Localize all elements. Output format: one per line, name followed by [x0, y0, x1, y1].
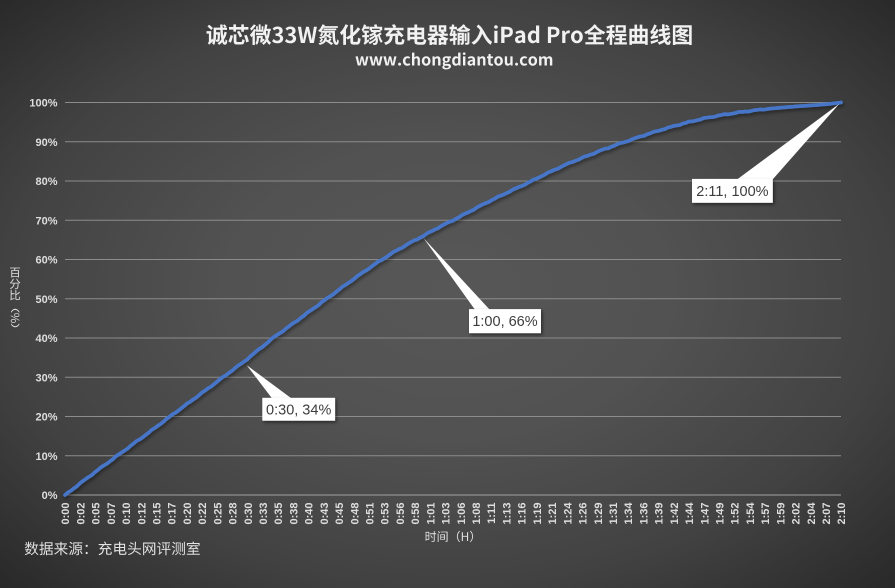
- svg-text:0:22: 0:22: [197, 503, 209, 525]
- svg-text:1:34: 1:34: [623, 502, 635, 525]
- svg-text:1:21: 1:21: [547, 503, 559, 525]
- svg-text:0:15: 0:15: [151, 503, 163, 525]
- svg-text:40%: 40%: [35, 333, 57, 345]
- svg-text:0:33: 0:33: [258, 503, 270, 525]
- svg-text:0:25: 0:25: [212, 503, 224, 525]
- svg-text:0:45: 0:45: [334, 503, 346, 525]
- svg-text:50%: 50%: [35, 294, 57, 306]
- svg-text:2:11, 100%: 2:11, 100%: [696, 184, 768, 200]
- svg-text:1:54: 1:54: [745, 502, 757, 525]
- svg-text:0:07: 0:07: [106, 503, 118, 525]
- svg-text:0:51: 0:51: [365, 503, 377, 525]
- svg-text:0:30, 34%: 0:30, 34%: [266, 402, 331, 418]
- svg-text:1:06: 1:06: [456, 503, 468, 525]
- svg-text:1:39: 1:39: [654, 503, 666, 525]
- svg-text:1:44: 1:44: [684, 502, 696, 525]
- svg-text:1:47: 1:47: [699, 503, 711, 525]
- svg-text:0:20: 0:20: [182, 503, 194, 525]
- svg-text:0:58: 0:58: [410, 503, 422, 525]
- svg-text:2:10: 2:10: [836, 503, 848, 525]
- svg-text:0:53: 0:53: [380, 503, 392, 525]
- svg-text:0%: 0%: [42, 490, 58, 502]
- svg-text:0:35: 0:35: [273, 503, 285, 525]
- svg-text:1:03: 1:03: [441, 503, 453, 525]
- svg-text:0:10: 0:10: [121, 503, 133, 525]
- svg-text:1:31: 1:31: [608, 503, 620, 525]
- svg-text:0:48: 0:48: [349, 503, 361, 525]
- svg-text:70%: 70%: [35, 215, 57, 227]
- svg-text:1:13: 1:13: [501, 503, 513, 525]
- svg-text:0:00: 0:00: [60, 503, 72, 525]
- svg-text:0:17: 0:17: [167, 503, 179, 525]
- svg-text:0:12: 0:12: [136, 503, 148, 525]
- svg-text:2:02: 2:02: [791, 503, 803, 525]
- svg-text:0:43: 0:43: [319, 503, 331, 525]
- svg-text:0:30: 0:30: [243, 503, 255, 525]
- svg-text:2:04: 2:04: [806, 502, 818, 525]
- svg-text:1:57: 1:57: [760, 503, 772, 525]
- svg-text:1:59: 1:59: [775, 503, 787, 525]
- svg-text:1:42: 1:42: [669, 503, 681, 525]
- svg-text:1:24: 1:24: [562, 502, 574, 525]
- svg-text:1:29: 1:29: [593, 503, 605, 525]
- svg-text:0:02: 0:02: [75, 503, 87, 525]
- svg-text:90%: 90%: [35, 137, 57, 149]
- svg-text:0:05: 0:05: [91, 503, 103, 525]
- svg-text:1:19: 1:19: [532, 503, 544, 525]
- svg-text:1:49: 1:49: [714, 503, 726, 525]
- svg-text:0:38: 0:38: [288, 503, 300, 525]
- svg-text:0:56: 0:56: [395, 503, 407, 525]
- svg-text:20%: 20%: [35, 412, 57, 424]
- svg-text:1:08: 1:08: [471, 503, 483, 525]
- svg-text:1:11: 1:11: [486, 503, 498, 524]
- svg-text:80%: 80%: [35, 176, 57, 188]
- svg-text:1:26: 1:26: [578, 503, 590, 525]
- svg-text:0:28: 0:28: [228, 503, 240, 525]
- svg-text:1:36: 1:36: [638, 503, 650, 525]
- svg-text:1:00, 66%: 1:00, 66%: [472, 314, 537, 330]
- svg-text:1:01: 1:01: [425, 503, 437, 525]
- svg-text:1:16: 1:16: [517, 503, 529, 525]
- svg-text:100%: 100%: [29, 98, 57, 110]
- svg-text:0:40: 0:40: [304, 503, 316, 525]
- svg-text:10%: 10%: [35, 451, 57, 463]
- svg-text:1:52: 1:52: [730, 503, 742, 525]
- svg-text:30%: 30%: [35, 372, 57, 384]
- svg-text:2:07: 2:07: [821, 503, 833, 525]
- svg-text:60%: 60%: [35, 255, 57, 267]
